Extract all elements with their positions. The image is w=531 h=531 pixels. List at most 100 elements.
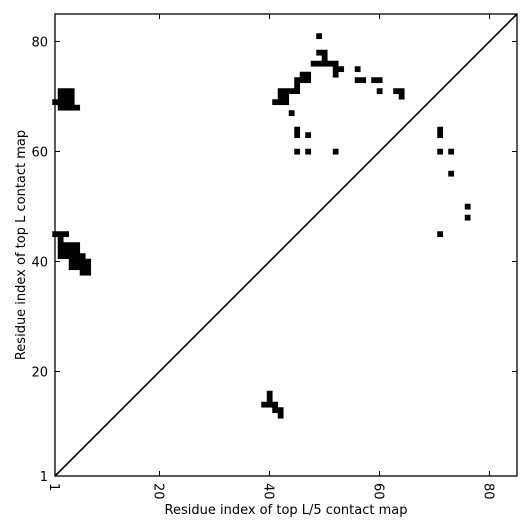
contact-cell [63,242,70,249]
tick-labels: 1 20 40 60 80 1 20 40 60 80 [31,36,495,500]
contact-cell [321,55,328,62]
contact-cell [68,93,75,100]
contact-cell [376,77,383,84]
contact-cell [79,258,86,265]
contact-cell [437,231,444,238]
contact-cell [57,231,64,238]
y-tick-label: 40 [31,256,48,271]
contact-cell [63,247,70,254]
diagonal-line [54,13,518,477]
x-tick-label: 60 [371,483,386,500]
contact-cell [272,99,279,106]
x-tick-label: 80 [481,483,496,500]
contact-cell [332,60,339,67]
contact-cell [74,242,81,249]
contact-cell [74,253,81,260]
contact-cell [63,231,70,238]
contact-cell [448,148,455,155]
contact-cell [57,247,64,254]
y-tick-label: 80 [31,36,48,51]
contact-cell [272,401,279,408]
contact-cell [57,242,64,249]
contact-cell [305,71,312,78]
x-tick-label: 20 [151,483,166,500]
contact-cell [332,71,339,78]
contact-cell [277,99,284,106]
contact-cell [294,82,301,89]
contact-cell [398,88,405,95]
contact-cell [288,110,295,117]
plot-frame [54,13,518,477]
contact-cell [310,60,317,67]
contact-cell [68,242,75,249]
contact-cell [266,401,273,408]
contact-cell [448,170,455,177]
contact-cell [294,126,301,133]
contact-cell [74,264,81,271]
contact-cell [305,77,312,84]
contact-cell [272,407,279,414]
contact-cell [85,269,92,276]
contact-cell [299,71,306,78]
contact-cell [294,132,301,139]
contact-cell [63,104,70,111]
contact-cell [68,88,75,95]
contact-cell [283,93,290,100]
contact-cell [316,49,323,56]
contact-cell [63,88,70,95]
contact-cell [79,269,86,276]
contact-cell [360,77,367,84]
contact-cell [316,33,323,40]
contact-cell [376,88,383,95]
contact-cell [63,93,70,100]
contact-cell [305,132,312,139]
contact-cell [398,93,405,100]
contact-cell [63,253,70,260]
contact-cell [321,49,328,56]
contact-cell [266,390,273,397]
contact-cell [85,258,92,265]
contact-cell [288,88,295,95]
contact-cell [464,214,471,221]
contact-cell [261,401,268,408]
contact-cell [316,60,323,67]
y-tick-label: 20 [31,366,48,381]
contact-cell [57,253,64,260]
contact-cell [68,258,75,265]
contact-cell [338,66,345,73]
contact-cell [294,77,301,84]
contact-cell [294,148,301,155]
contact-cell [74,247,81,254]
contact-cell [332,148,339,155]
contact-cell [85,264,92,271]
contact-cell [299,77,306,84]
contact-cell [79,253,86,260]
contact-cell [277,93,284,100]
x-tick-label: 1 [46,483,61,491]
contact-cell [305,148,312,155]
contact-cell [57,236,64,243]
contact-cell [437,132,444,139]
contact-cell [354,66,361,73]
contact-cell [68,253,75,260]
contact-cell [57,99,64,106]
y-tick-label: 1 [40,470,48,485]
contact-cell [321,60,328,67]
contact-cell [57,88,64,95]
contact-cell [294,88,301,95]
contact-cell [437,148,444,155]
contact-cell [464,203,471,210]
contact-cell [63,99,70,106]
contact-cell [68,247,75,254]
contact-cell [57,93,64,100]
contact-cell [327,60,334,67]
contact-cell [74,258,81,265]
contact-cell [393,88,400,95]
contact-cell [354,77,361,84]
contact-cell [79,264,86,271]
contact-cell [68,99,75,106]
contact-cell [283,99,290,106]
contact-cells [52,33,471,419]
contact-cell [332,66,339,73]
